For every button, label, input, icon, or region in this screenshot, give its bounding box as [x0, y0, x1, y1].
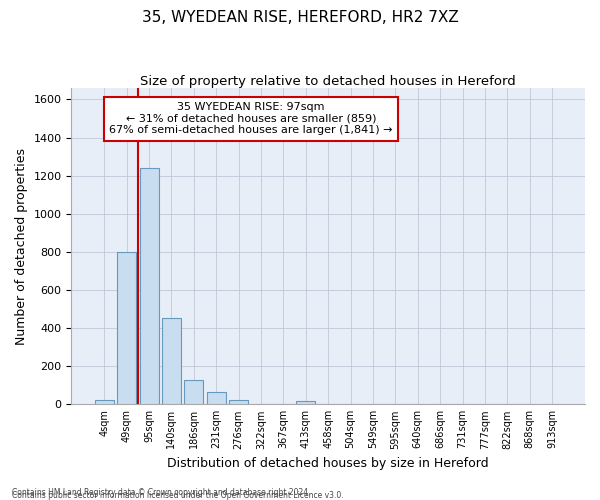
Text: Contains HM Land Registry data © Crown copyright and database right 2024.: Contains HM Land Registry data © Crown c… [12, 488, 311, 497]
Bar [162, 318, 181, 404]
Text: 35, WYEDEAN RISE, HEREFORD, HR2 7XZ: 35, WYEDEAN RISE, HEREFORD, HR2 7XZ [142, 10, 458, 25]
Bar [95, 400, 114, 404]
X-axis label: Distribution of detached houses by size in Hereford: Distribution of detached houses by size … [167, 457, 489, 470]
Bar [207, 392, 226, 404]
Bar [140, 168, 158, 404]
Bar [184, 380, 203, 404]
Bar [117, 252, 136, 404]
Text: 35 WYEDEAN RISE: 97sqm
← 31% of detached houses are smaller (859)
67% of semi-de: 35 WYEDEAN RISE: 97sqm ← 31% of detached… [109, 102, 393, 136]
Y-axis label: Number of detached properties: Number of detached properties [15, 148, 28, 344]
Bar [296, 402, 316, 404]
Title: Size of property relative to detached houses in Hereford: Size of property relative to detached ho… [140, 75, 516, 88]
Text: Contains public sector information licensed under the Open Government Licence v3: Contains public sector information licen… [12, 490, 344, 500]
Bar [229, 400, 248, 404]
